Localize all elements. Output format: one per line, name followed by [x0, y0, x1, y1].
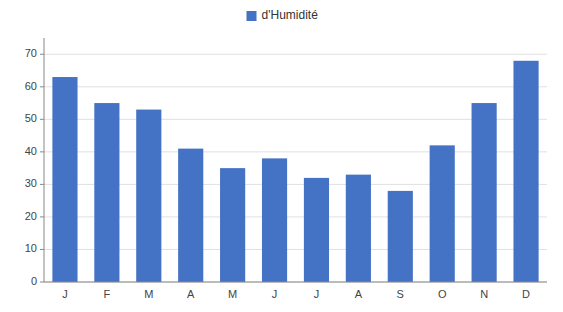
- bar: [430, 145, 455, 282]
- bar: [513, 61, 538, 282]
- y-tick-label: 0: [31, 275, 37, 287]
- bar: [94, 103, 119, 282]
- x-tick-label: O: [438, 288, 447, 300]
- y-tick: [40, 151, 44, 152]
- x-tick-label: N: [480, 288, 488, 300]
- y-axis: 0 10 20 30 40 50 60 70: [25, 47, 44, 287]
- bar: [388, 191, 413, 282]
- x-tick-label: D: [522, 288, 530, 300]
- legend-swatch: [247, 11, 257, 21]
- bar: [52, 77, 77, 282]
- chart-container: 0 10 20 30 40 50 60 70 J F M A M J J A S O N Dd'Humidité: [0, 0, 563, 312]
- y-tick-label: 50: [25, 112, 37, 124]
- y-tick: [40, 282, 44, 283]
- grid: [44, 54, 547, 282]
- x-tick-label: F: [104, 288, 111, 300]
- y-tick: [40, 216, 44, 217]
- y-tick-label: 40: [25, 145, 37, 157]
- x-tick-label: M: [144, 288, 153, 300]
- grid-line: [44, 282, 547, 283]
- x-axis-line: [44, 282, 547, 283]
- y-tick: [40, 119, 44, 120]
- bar: [472, 103, 497, 282]
- bar: [304, 178, 329, 282]
- x-tick-label: A: [187, 288, 195, 300]
- bar: [262, 158, 287, 282]
- x-tick-label: J: [314, 288, 320, 300]
- x-tick-label: M: [228, 288, 237, 300]
- x-tick-label: J: [272, 288, 278, 300]
- grid-line: [44, 54, 547, 55]
- x-tick-label: A: [355, 288, 363, 300]
- y-tick: [40, 54, 44, 55]
- y-tick: [40, 86, 44, 87]
- y-tick: [40, 249, 44, 250]
- y-tick-label: 60: [25, 80, 37, 92]
- x-tick-label: J: [62, 288, 68, 300]
- bar: [220, 168, 245, 282]
- bars: [52, 61, 538, 282]
- bar: [178, 149, 203, 282]
- y-tick-label: 70: [25, 47, 37, 59]
- grid-line: [44, 86, 547, 87]
- y-tick-label: 20: [25, 210, 37, 222]
- y-tick-label: 10: [25, 242, 37, 254]
- legend-label: d'Humidité: [262, 8, 319, 22]
- bar: [346, 175, 371, 282]
- legend: d'Humidité: [247, 8, 319, 22]
- chart-svg: 0 10 20 30 40 50 60 70 J F M A M J J A S O N Dd'Humidité: [0, 0, 563, 312]
- bar: [136, 110, 161, 282]
- x-axis: JFMAMJJASOND: [62, 288, 530, 300]
- y-tick-label: 30: [25, 177, 37, 189]
- x-tick-label: S: [397, 288, 404, 300]
- y-axis-line: [44, 38, 45, 282]
- y-tick: [40, 184, 44, 185]
